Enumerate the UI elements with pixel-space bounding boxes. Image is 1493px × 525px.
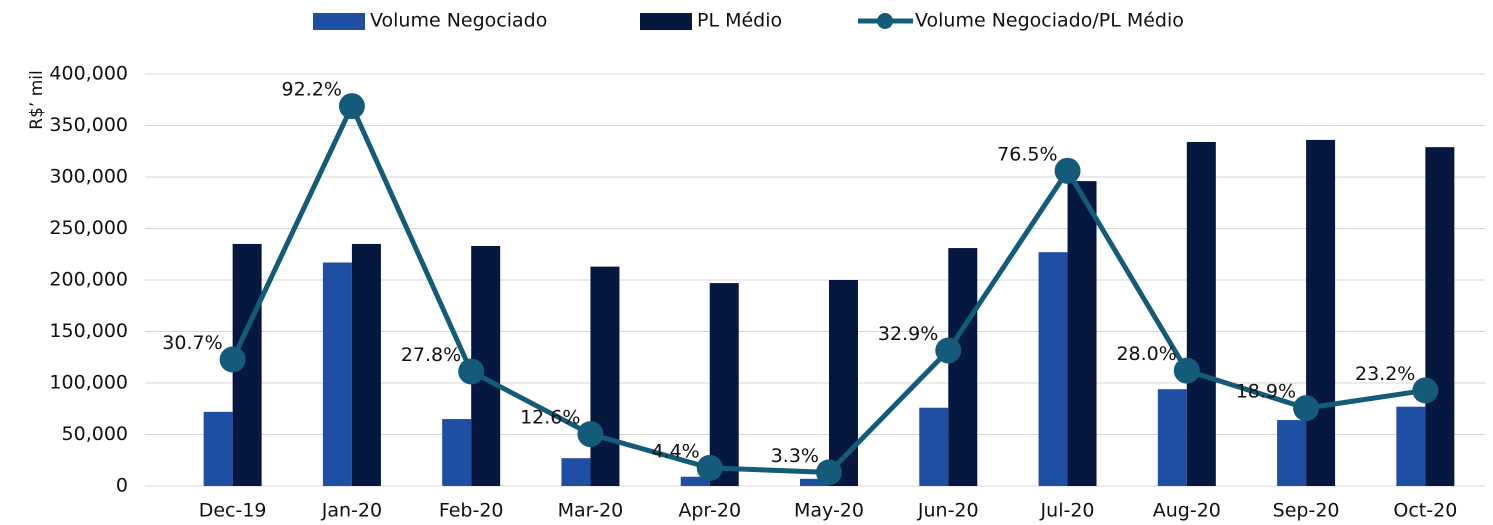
y-tick-label: 350,000: [49, 114, 128, 136]
marker: [935, 337, 962, 364]
y-tick-label: 0: [116, 475, 128, 497]
x-tick-label: Sep-20: [1273, 500, 1340, 522]
bar: [351, 243, 381, 486]
data-label: 30.7%: [162, 332, 222, 354]
marker: [219, 346, 246, 373]
bar: [1277, 420, 1307, 486]
data-label: 18.9%: [1236, 381, 1296, 403]
x-tick-label: Aug-20: [1153, 500, 1221, 522]
marker: [1412, 377, 1439, 404]
x-tick-label: Jun-20: [917, 500, 979, 522]
marker: [338, 93, 365, 120]
data-label: 4.4%: [651, 440, 699, 462]
marker: [458, 358, 485, 385]
y-tick-label: 200,000: [49, 269, 128, 291]
data-label: 76.5%: [997, 143, 1057, 165]
data-label: 3.3%: [771, 445, 819, 467]
legend-label: Volume Negociado/PL Médio: [915, 10, 1184, 32]
data-label: 12.6%: [520, 407, 580, 429]
bar: [1157, 389, 1187, 486]
bar: [919, 407, 949, 486]
marker: [816, 459, 842, 486]
bar: [800, 478, 829, 486]
x-tick-label: Oct-20: [1393, 500, 1457, 522]
data-label: 23.2%: [1355, 363, 1415, 385]
x-tick-label: Apr-20: [678, 500, 741, 522]
bar: [442, 419, 472, 486]
marker: [577, 421, 604, 448]
y-tick-label: 250,000: [49, 217, 128, 239]
bar: [829, 280, 858, 486]
bar: [1425, 147, 1455, 486]
bar: [561, 458, 591, 486]
marker: [1173, 357, 1200, 384]
x-tick-label: Feb-20: [439, 500, 504, 522]
bar: [1186, 141, 1216, 487]
bar: [948, 248, 978, 486]
x-tick-label: Jul-20: [1040, 500, 1095, 522]
bar: [709, 283, 739, 486]
legend-swatch: [313, 13, 365, 30]
bar: [590, 266, 620, 486]
legend-swatch: [640, 13, 692, 30]
data-label: 28.0%: [1116, 343, 1176, 365]
y-tick-label: 300,000: [49, 166, 128, 188]
marker: [1293, 395, 1320, 422]
legend-swatch: [877, 13, 893, 29]
bar: [1038, 252, 1068, 486]
legend-label: Volume Negociado: [370, 10, 547, 32]
marker: [1054, 157, 1081, 184]
data-label: 92.2%: [282, 79, 342, 101]
bar: [322, 262, 352, 486]
y-tick-label: 50,000: [62, 423, 128, 445]
legend-label: PL Médio: [697, 10, 782, 32]
data-label: 32.9%: [878, 323, 938, 345]
x-tick-label: Jan-20: [321, 500, 382, 522]
data-label: 27.8%: [401, 344, 461, 366]
y-tick-label: 100,000: [49, 372, 128, 394]
bar: [1067, 181, 1097, 486]
y-tick-label: 150,000: [49, 320, 128, 342]
marker: [696, 454, 723, 481]
bar: [1396, 406, 1426, 486]
bar: [203, 411, 233, 486]
bar: [1306, 139, 1336, 487]
x-tick-label: Mar-20: [558, 500, 624, 522]
x-tick-label: May-20: [794, 500, 864, 522]
bar: [680, 476, 710, 486]
y-axis-label: R$’ mil: [27, 70, 47, 129]
x-tick-label: Dec-19: [199, 500, 267, 522]
y-tick-label: 400,000: [49, 63, 128, 85]
